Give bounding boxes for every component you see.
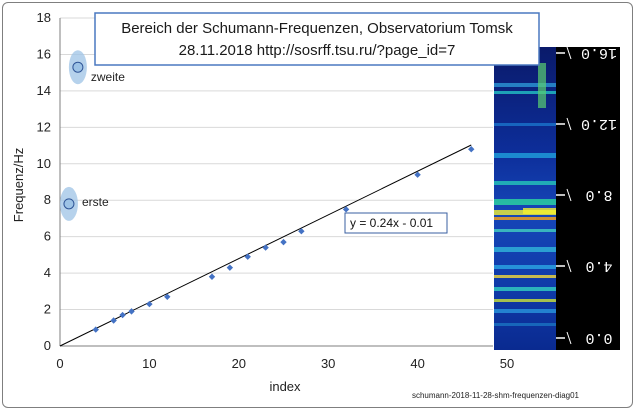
y-tick-label: 4 xyxy=(44,265,51,280)
data-point xyxy=(298,228,305,235)
spectrogram-band xyxy=(494,299,556,302)
chart-title-box: Bereich der Schumann-Frequenzen, Observa… xyxy=(94,12,540,66)
x-tick-label: 50 xyxy=(500,356,514,371)
x-tick-label: 0 xyxy=(56,356,63,371)
y-tick-label: 2 xyxy=(44,302,51,317)
spectrogram-band xyxy=(494,181,556,185)
y-axis-title: Frequenz/Hz xyxy=(11,148,26,222)
spectrogram-band xyxy=(494,287,556,291)
data-points xyxy=(92,146,475,333)
annotation-label: zweite xyxy=(91,70,125,84)
chart-title-line-2: 28.11.2018 http://sosrff.tsu.ru/?page_id… xyxy=(179,42,456,59)
spectrogram-band xyxy=(494,153,556,158)
x-tick-label: 10 xyxy=(142,356,156,371)
y-tick-label: 10 xyxy=(37,156,51,171)
spectrogram-band xyxy=(494,217,556,220)
data-point xyxy=(342,206,350,213)
chart-frame: 16.0 12.0 8.0 4.0 0.0 0 2 4 6 8 10 12 14 16 18 0 10 20 3… xyxy=(2,2,633,408)
y-tick-label: 12 xyxy=(37,119,51,134)
spectrogram-band xyxy=(494,91,556,94)
x-tick-label: 30 xyxy=(321,356,335,371)
x-axis-title: index xyxy=(269,379,301,394)
chart-title-line-1: Bereich der Schumann-Frequenzen, Observa… xyxy=(121,20,513,37)
annotation-marker xyxy=(72,61,84,73)
data-point xyxy=(280,238,287,246)
data-point xyxy=(128,308,135,315)
spectrogram-band xyxy=(494,309,556,313)
spectrogram-image: 16.0 12.0 8.0 4.0 0.0 xyxy=(494,44,620,350)
y-tick-label: 16 xyxy=(37,46,51,61)
data-point xyxy=(146,300,153,308)
footer-filename: schumann-2018-11-28-shm-frequenzen-diag0… xyxy=(412,391,580,400)
data-point xyxy=(262,244,269,251)
spectrogram-band xyxy=(494,229,556,232)
spectrogram-label: 12.0 xyxy=(581,115,617,132)
spectrogram-band xyxy=(523,208,556,214)
y-tick-label: 6 xyxy=(44,229,51,244)
annotations: zweite erste xyxy=(59,50,125,221)
trendline-equation-box: y = 0.24x - 0.01 xyxy=(344,212,448,234)
data-point xyxy=(414,171,421,178)
spectrogram-tick-mark xyxy=(566,188,572,202)
annotation-label: erste xyxy=(82,195,109,209)
spectrogram-band xyxy=(494,247,556,252)
spectrogram-tick-mark xyxy=(566,331,572,345)
spectrogram-label: 0.0 xyxy=(585,329,612,346)
y-tick-label: 0 xyxy=(44,338,51,353)
data-point xyxy=(208,273,216,280)
annotation-marker xyxy=(63,198,75,210)
y-tick-label: 18 xyxy=(37,10,51,25)
x-tick-label: 20 xyxy=(232,356,246,371)
spectrogram-tick-mark xyxy=(566,117,572,131)
spectrogram-band xyxy=(494,83,556,87)
x-tick-labels: 0 10 20 30 40 50 xyxy=(56,356,514,371)
spectrogram-label: 16.0 xyxy=(581,44,617,61)
data-point xyxy=(92,326,99,333)
trendline-equation: y = 0.24x - 0.01 xyxy=(350,216,433,230)
spectrogram-band xyxy=(494,123,556,126)
spectrogram-band xyxy=(494,275,556,278)
x-tick-label: 40 xyxy=(410,356,424,371)
data-point xyxy=(244,253,251,260)
spectrogram-label: 4.0 xyxy=(585,257,612,274)
spectrogram-tick-mark xyxy=(566,46,572,60)
spectrogram-label: 8.0 xyxy=(585,186,612,203)
spectrogram-band xyxy=(494,265,556,269)
spectrogram-band xyxy=(494,199,556,205)
chart-svg: 16.0 12.0 8.0 4.0 0.0 0 2 4 6 8 10 12 14 16 18 0 10 20 3… xyxy=(11,10,620,400)
y-tick-labels: 0 2 4 6 8 10 12 14 16 18 xyxy=(37,10,51,353)
y-tick-label: 14 xyxy=(37,83,51,98)
data-point xyxy=(468,146,475,153)
chart-axes xyxy=(59,18,493,347)
data-point xyxy=(110,317,117,324)
data-point xyxy=(119,311,126,319)
spectrogram-band xyxy=(494,323,556,326)
data-point xyxy=(164,293,171,300)
y-tick-label: 8 xyxy=(44,192,51,207)
spectrogram-tick-mark xyxy=(566,259,572,273)
spectrogram-band xyxy=(538,63,546,108)
data-point xyxy=(226,264,234,271)
